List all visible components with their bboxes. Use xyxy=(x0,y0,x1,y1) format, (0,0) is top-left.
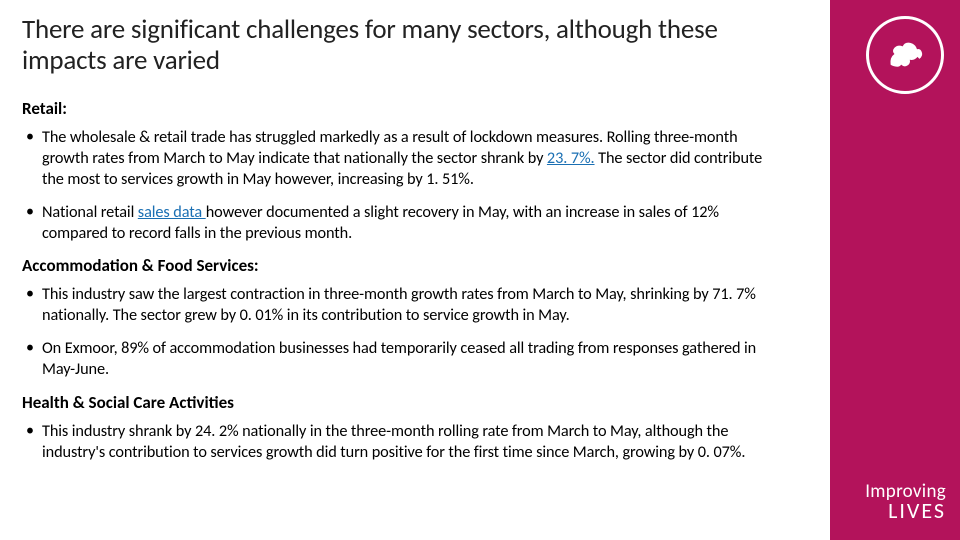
bullet-text-pre: National retail xyxy=(42,202,138,222)
section-heading: Retail: xyxy=(22,98,782,119)
sections-container: Retail: The wholesale & retail trade has … xyxy=(22,98,782,462)
bullet-item: This industry saw the largest contractio… xyxy=(22,284,782,326)
dragon-icon xyxy=(881,31,929,79)
dragon-logo-icon xyxy=(866,16,944,94)
bullet-list: The wholesale & retail trade has struggl… xyxy=(22,127,782,243)
right-accent-bar: Improving LIVES xyxy=(830,0,960,540)
section-heading: Health & Social Care Activities xyxy=(22,392,782,413)
bullet-list: This industry shrank by 24. 2% nationall… xyxy=(22,421,782,463)
bullet-item: On Exmoor, 89% of accommodation business… xyxy=(22,338,782,380)
bullet-list: This industry saw the largest contractio… xyxy=(22,284,782,379)
content-area: There are significant challenges for man… xyxy=(22,14,782,475)
bullet-text-pre: This industry shrank by 24. 2% nationall… xyxy=(42,421,745,462)
bullet-text-pre: On Exmoor, 89% of accommodation business… xyxy=(42,338,756,379)
bullet-item: This industry shrank by 24. 2% nationall… xyxy=(22,421,782,463)
branding-tagline: Improving LIVES xyxy=(865,483,946,522)
section-heading: Accommodation & Food Services: xyxy=(22,255,782,276)
bullet-item: National retail sales data however docum… xyxy=(22,202,782,244)
slide-title: There are significant challenges for man… xyxy=(22,14,782,76)
bullet-item: The wholesale & retail trade has struggl… xyxy=(22,127,782,190)
bullet-text-pre: This industry saw the largest contractio… xyxy=(42,284,756,325)
branding-line2: LIVES xyxy=(865,501,946,522)
inline-link[interactable]: sales data xyxy=(138,202,206,222)
slide: There are significant challenges for man… xyxy=(0,0,960,540)
inline-link[interactable]: 23. 7%. xyxy=(547,148,595,168)
